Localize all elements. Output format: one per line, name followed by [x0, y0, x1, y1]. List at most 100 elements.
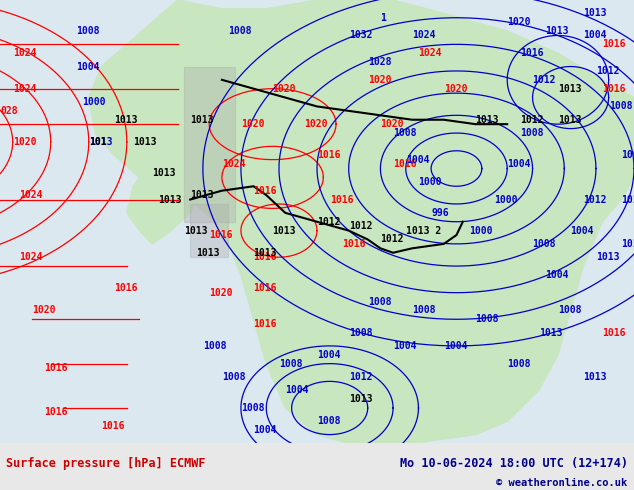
Text: 1008: 1008	[558, 305, 581, 316]
Text: 1024: 1024	[13, 48, 36, 58]
Text: 1004: 1004	[406, 155, 429, 165]
Text: 1024: 1024	[222, 159, 245, 169]
Text: 1016: 1016	[44, 407, 68, 417]
Text: 1012: 1012	[349, 372, 372, 382]
Polygon shape	[190, 204, 228, 257]
Text: 1012: 1012	[520, 115, 543, 125]
Text: 1000: 1000	[82, 97, 106, 107]
Text: 1000: 1000	[469, 225, 493, 236]
Text: 1020: 1020	[241, 119, 264, 129]
Text: 1008: 1008	[533, 239, 556, 249]
Text: 1008: 1008	[412, 305, 436, 316]
Text: 1013: 1013	[583, 8, 607, 18]
Text: 1004: 1004	[285, 385, 309, 395]
Text: 1020: 1020	[444, 84, 467, 94]
Text: 1020: 1020	[507, 17, 531, 27]
Text: 1008: 1008	[203, 341, 226, 351]
Text: 1004: 1004	[507, 159, 531, 169]
Text: 1013: 1013	[558, 84, 581, 94]
Text: 1013: 1013	[621, 239, 634, 249]
Text: 1012: 1012	[380, 234, 404, 245]
Text: 1008: 1008	[76, 26, 100, 36]
Text: 1016: 1016	[330, 195, 353, 204]
Text: 1013: 1013	[158, 195, 182, 204]
Text: 1013: 1013	[545, 26, 569, 36]
Text: 996: 996	[431, 208, 449, 218]
Text: 1024: 1024	[412, 30, 436, 41]
Text: 1013: 1013	[184, 225, 207, 236]
Text: 1013: 1013	[349, 394, 372, 404]
Text: 1016: 1016	[254, 283, 277, 293]
Text: 1016: 1016	[209, 230, 233, 240]
Text: 1012: 1012	[583, 195, 607, 204]
Text: 1016: 1016	[602, 84, 626, 94]
Text: 1004: 1004	[254, 425, 277, 435]
Text: 1008: 1008	[279, 359, 302, 368]
Text: 1013 2: 1013 2	[406, 225, 441, 236]
Text: 1012: 1012	[317, 217, 340, 227]
Text: 1016: 1016	[254, 186, 277, 196]
Text: 1016: 1016	[520, 48, 543, 58]
Text: 1013: 1013	[190, 115, 214, 125]
Text: 1016: 1016	[101, 421, 125, 431]
Text: 1008: 1008	[228, 26, 252, 36]
Text: 1020: 1020	[380, 119, 404, 129]
Text: 1008: 1008	[368, 296, 391, 307]
Text: 1016: 1016	[342, 239, 366, 249]
Text: 1013: 1013	[197, 248, 220, 258]
Polygon shape	[89, 0, 634, 443]
Text: 1016: 1016	[393, 159, 417, 169]
Text: 1013: 1013	[114, 115, 138, 125]
Text: 1012: 1012	[621, 195, 634, 204]
Text: 1016: 1016	[114, 283, 138, 293]
Text: 1013: 1013	[596, 252, 619, 262]
Text: 1004: 1004	[583, 30, 607, 41]
Text: 1020: 1020	[13, 137, 36, 147]
Text: 1024: 1024	[19, 252, 42, 262]
Text: 1016: 1016	[44, 363, 68, 373]
Text: 1004: 1004	[76, 62, 100, 72]
Text: 1004: 1004	[444, 341, 467, 351]
Text: 1008: 1008	[317, 416, 340, 426]
Text: 1: 1	[380, 13, 386, 23]
Text: 1000: 1000	[418, 177, 442, 187]
Polygon shape	[184, 67, 235, 221]
Text: 1013: 1013	[558, 115, 581, 125]
Text: 1008: 1008	[609, 101, 632, 111]
Text: 1013: 1013	[190, 190, 214, 200]
Text: 1012: 1012	[596, 66, 619, 76]
Text: 1013: 1013	[254, 248, 277, 258]
Text: 1016: 1016	[317, 150, 340, 160]
Text: 1028: 1028	[368, 57, 391, 67]
Text: 1013: 1013	[583, 372, 607, 382]
Text: 1008: 1008	[520, 128, 543, 138]
Text: 101: 101	[89, 137, 107, 147]
Text: 028: 028	[0, 106, 18, 116]
Text: 1008: 1008	[222, 372, 245, 382]
Text: Mo 10-06-2024 18:00 UTC (12+174): Mo 10-06-2024 18:00 UTC (12+174)	[399, 458, 628, 470]
Text: 1020: 1020	[32, 305, 55, 316]
Text: 1013: 1013	[133, 137, 157, 147]
Polygon shape	[127, 155, 203, 244]
Text: 1016: 1016	[602, 39, 626, 49]
Text: 1032: 1032	[349, 30, 372, 41]
Text: 1016: 1016	[254, 252, 277, 262]
Text: 1013: 1013	[273, 225, 296, 236]
Text: 1008: 1008	[241, 403, 264, 413]
Text: 1020: 1020	[273, 84, 296, 94]
Text: © weatheronline.co.uk: © weatheronline.co.uk	[496, 478, 628, 488]
Text: 1004: 1004	[393, 341, 417, 351]
Text: 1016: 1016	[602, 328, 626, 338]
Text: 1016: 1016	[254, 318, 277, 329]
Text: 1020: 1020	[368, 75, 391, 85]
Text: 1004: 1004	[621, 150, 634, 160]
Text: 1013: 1013	[152, 168, 176, 178]
Text: 1008: 1008	[349, 328, 372, 338]
Text: 1004: 1004	[545, 270, 569, 280]
Text: 1012: 1012	[533, 75, 556, 85]
Text: 1024: 1024	[418, 48, 442, 58]
Text: 1004: 1004	[571, 225, 594, 236]
Text: 1013: 1013	[89, 137, 112, 147]
Text: 1013: 1013	[539, 328, 562, 338]
Text: Surface pressure [hPa] ECMWF: Surface pressure [hPa] ECMWF	[6, 458, 206, 470]
